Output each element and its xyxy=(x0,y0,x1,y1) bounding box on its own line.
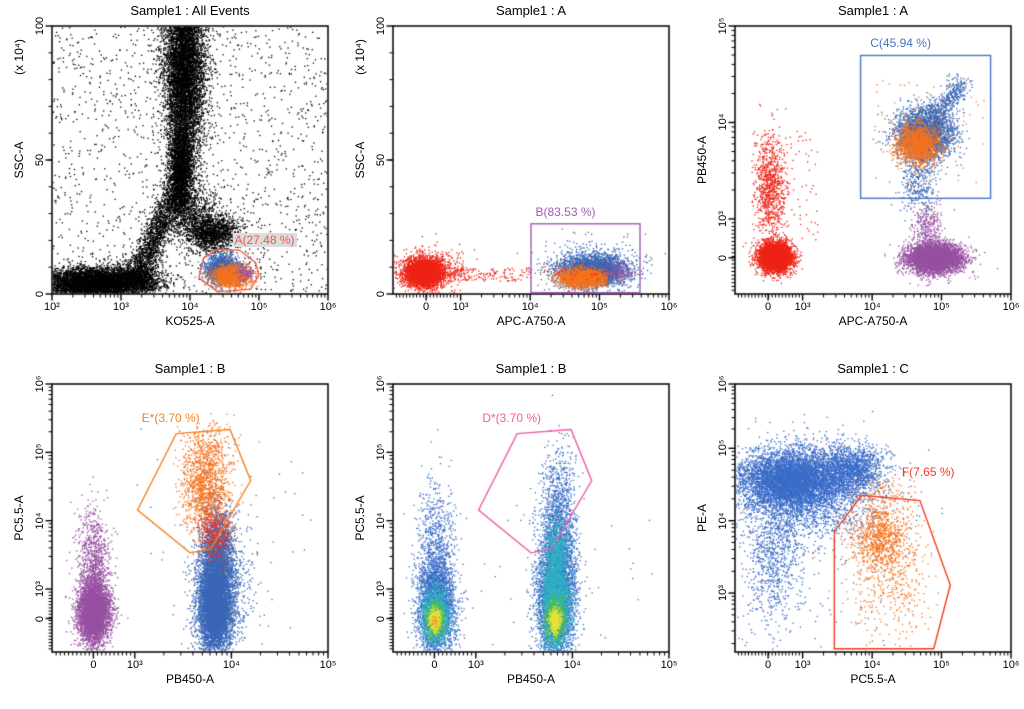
y-tick-label: 0 xyxy=(34,615,46,622)
x-tick-label: 10⁴ xyxy=(563,659,581,671)
y-tick-label: 10⁶ xyxy=(375,375,387,393)
y-tick-label: 10⁶ xyxy=(717,375,729,393)
y-tick-label: 10⁵ xyxy=(717,17,729,35)
plot-panel-gate-c: Sample1 : C PC5.5-A PE-A F(7.65 %) 0 10³ 1… xyxy=(683,358,1024,708)
plot-panel-gate-b-dots: Sample1 : B PB450-A PC5.5-A E*(3.70 %) 0… xyxy=(0,358,341,708)
gate-label[interactable]: C(45.94 %) xyxy=(870,36,931,51)
plot-title: Sample1 : A xyxy=(495,3,567,18)
x-axis-label: PB450-A xyxy=(165,672,215,686)
y-tick-label: 0 xyxy=(717,254,729,261)
x-tick-label: 10⁵ xyxy=(250,301,268,313)
y-axis-label: SSC-A xyxy=(12,141,26,179)
plot-title: Sample1 : C xyxy=(837,361,909,376)
x-tick-label: 10⁴ xyxy=(521,301,539,313)
y-tick-label: 10⁶ xyxy=(34,375,46,393)
y-axis-label: PB450-A xyxy=(695,135,709,185)
plot-panel-gate-a-ssc: Sample1 : A APC-A750-A SSC-A (x 10⁴) B(8… xyxy=(341,0,682,350)
plot-title: Sample1 : B xyxy=(495,361,567,376)
y-tick-label: 10⁵ xyxy=(34,443,46,461)
x-tick-label: 10³ xyxy=(113,301,129,313)
x-tick-label: 0 xyxy=(765,659,772,671)
y-tick-label: 10³ xyxy=(717,211,729,227)
gate-label[interactable]: F(7.65 %) xyxy=(901,465,955,480)
x-tick-label: 10⁵ xyxy=(591,301,608,313)
x-tick-label: 10⁵ xyxy=(933,659,950,671)
plot-title: Sample1 : B xyxy=(154,361,226,376)
y-axis-label: PC5.5-A xyxy=(12,495,26,541)
y-tick-label: 10³ xyxy=(375,581,387,597)
x-axis-label: APC-A750-A xyxy=(496,314,566,328)
x-tick-label: 10⁵ xyxy=(660,659,678,671)
gate-label[interactable]: E*(3.70 %) xyxy=(141,410,200,425)
plot-panel-all-events: Sample1 : All Events KO525-A SSC-A (x 10… xyxy=(0,0,341,350)
x-tick-label: 10⁶ xyxy=(1002,301,1020,313)
x-tick-label: 0 xyxy=(423,301,430,313)
x-tick-label: 0 xyxy=(765,301,772,313)
scatter-plot-canvas[interactable] xyxy=(341,358,682,708)
x-tick-label: 10⁴ xyxy=(863,659,881,671)
x-tick-label: 10² xyxy=(44,301,60,313)
scatter-plot-canvas[interactable] xyxy=(683,358,1024,708)
x-tick-label: 10³ xyxy=(794,659,811,671)
y-tick-label: 10⁴ xyxy=(34,512,46,530)
x-tick-label: 10³ xyxy=(467,659,484,671)
gate-label[interactable]: A(27.48 %) xyxy=(232,233,297,248)
y-axis-label: PE-A xyxy=(695,503,709,533)
x-tick-label: 10⁶ xyxy=(1002,659,1020,671)
y-tick-label: 10⁵ xyxy=(717,439,729,457)
scatter-plot-canvas[interactable] xyxy=(0,358,341,708)
gate-label[interactable]: B(83.53 %) xyxy=(535,205,596,220)
y-axis-unit-label: (x 10⁴) xyxy=(353,39,367,75)
y-axis-label: PC5.5-A xyxy=(353,495,367,541)
y-tick-label: 10⁵ xyxy=(375,443,387,461)
x-tick-label: 10⁴ xyxy=(863,301,881,313)
scatter-plot-canvas[interactable] xyxy=(341,0,682,350)
y-axis-unit-label: (x 10⁴) xyxy=(12,39,26,75)
y-tick-label: 0 xyxy=(375,290,387,298)
x-tick-label: 10⁶ xyxy=(660,301,678,313)
x-tick-label: 10³ xyxy=(794,301,811,313)
x-tick-label: 10⁴ xyxy=(181,301,199,313)
y-tick-label: 50 xyxy=(375,153,387,167)
y-tick-label: 100 xyxy=(34,16,46,36)
gate-label[interactable]: D*(3.70 %) xyxy=(482,410,542,425)
x-tick-label: 10⁵ xyxy=(933,301,950,313)
plot-panel-gate-a-pb450: Sample1 : A APC-A750-A PB450-A C(45.94 %… xyxy=(683,0,1024,350)
y-tick-label: 10³ xyxy=(717,585,729,601)
x-axis-label: PB450-A xyxy=(506,672,556,686)
y-tick-label: 0 xyxy=(34,290,46,298)
y-tick-label: 10⁴ xyxy=(375,512,387,530)
x-axis-label: PC5.5-A xyxy=(850,672,896,686)
x-axis-label: KO525-A xyxy=(165,314,215,328)
x-tick-label: 10⁴ xyxy=(222,659,240,671)
x-tick-label: 10³ xyxy=(452,301,469,313)
y-tick-label: 10⁴ xyxy=(717,512,729,530)
x-axis-label: APC-A750-A xyxy=(838,314,908,328)
y-axis-label: SSC-A xyxy=(353,141,367,179)
plot-title: Sample1 : A xyxy=(837,3,909,18)
y-tick-label: 50 xyxy=(34,153,46,167)
y-tick-label: 10³ xyxy=(34,581,46,597)
y-tick-label: 10⁴ xyxy=(717,113,729,131)
scatter-plot-canvas[interactable] xyxy=(683,0,1024,350)
x-tick-label: 10⁵ xyxy=(319,659,337,671)
y-tick-label: 100 xyxy=(375,16,387,36)
plot-panel-gate-b-density: Sample1 : B PB450-A PC5.5-A D*(3.70 %) 0… xyxy=(341,358,682,708)
x-tick-label: 0 xyxy=(90,659,97,671)
plot-title: Sample1 : All Events xyxy=(130,3,250,18)
x-tick-label: 0 xyxy=(431,659,438,671)
y-tick-label: 0 xyxy=(375,615,387,622)
x-tick-label: 10³ xyxy=(126,659,143,671)
scatter-plot-canvas[interactable] xyxy=(0,0,341,350)
x-tick-label: 10⁶ xyxy=(319,301,337,313)
